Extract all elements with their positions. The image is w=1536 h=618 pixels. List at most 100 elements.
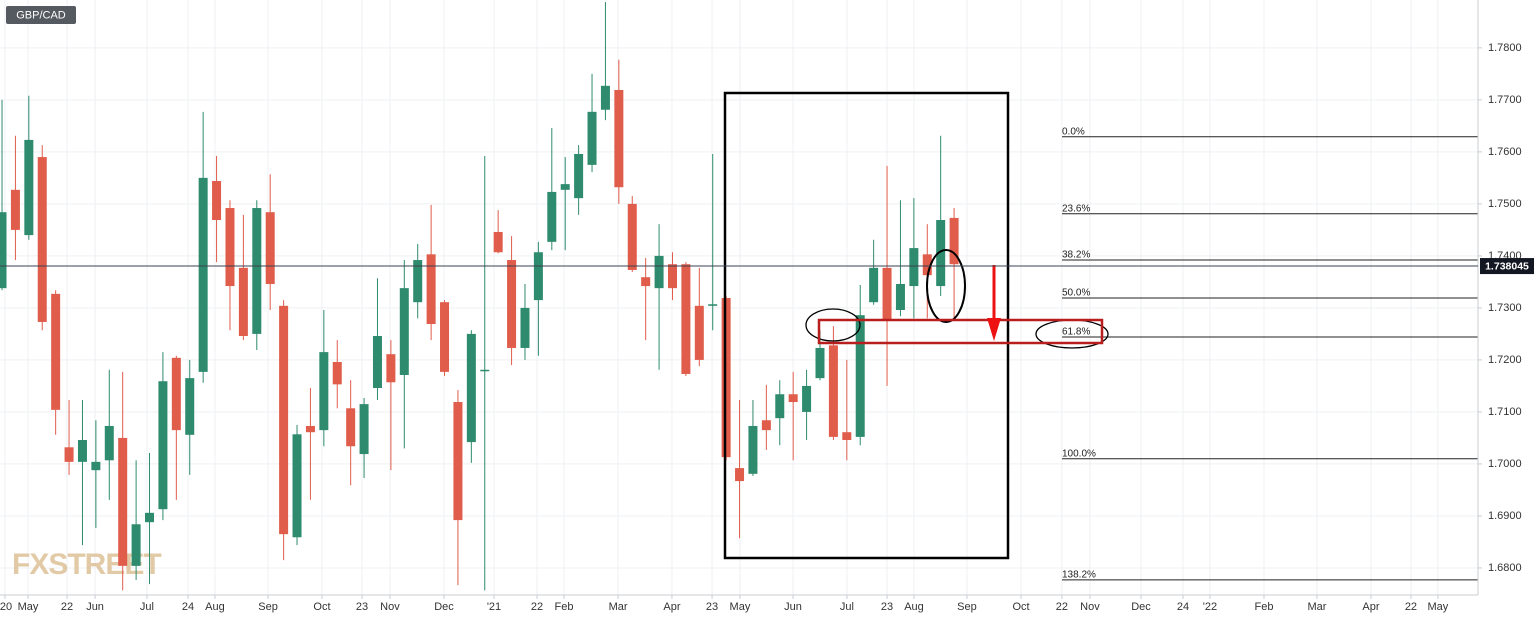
x-tick-label: Mar — [609, 601, 628, 613]
candle-body — [0, 212, 7, 289]
candle-body — [225, 208, 235, 287]
fib-level-label: 50.0% — [1062, 288, 1090, 299]
candle-body — [118, 437, 128, 566]
candle-body — [614, 89, 624, 188]
candle-body — [265, 212, 275, 284]
candle-body — [10, 189, 20, 230]
x-tick-label: '20 — [0, 601, 12, 613]
x-tick-label: Apr — [663, 601, 680, 613]
candle-body — [815, 347, 825, 379]
x-tick-label: May — [1428, 601, 1449, 613]
candle-body — [587, 111, 597, 165]
candle-body — [332, 361, 342, 385]
x-tick-label: '21 — [487, 601, 501, 613]
candle-body — [802, 385, 812, 412]
y-tick-label: 1.7200 — [1488, 354, 1522, 366]
y-tick-label: 1.7500 — [1488, 198, 1522, 210]
candle-body — [91, 461, 101, 471]
candle-body — [104, 425, 114, 461]
x-tick-label: 22 — [61, 601, 73, 613]
fib-level-label: 0.0% — [1062, 126, 1085, 137]
candles — [0, 2, 959, 591]
x-tick-label: 22 — [1056, 601, 1068, 613]
candle-body — [775, 394, 785, 419]
candle-body — [855, 315, 865, 437]
x-tick-label: 22 — [531, 601, 543, 613]
annotation-ellipse — [805, 308, 861, 342]
candle-body — [493, 231, 503, 253]
candle-body — [828, 345, 838, 437]
candle-body — [51, 293, 61, 410]
candle-body — [761, 420, 771, 431]
x-tick-label: 24 — [182, 601, 194, 613]
candle-body — [145, 512, 155, 523]
candle-body — [909, 248, 919, 287]
candle-body — [386, 354, 396, 383]
candle-body — [158, 381, 168, 510]
candle-body — [212, 180, 222, 221]
x-tick-label: 23 — [706, 601, 718, 613]
candle-body — [708, 304, 718, 306]
candle-body — [372, 335, 382, 388]
candle-body — [735, 468, 745, 482]
candle-body — [574, 153, 584, 199]
y-tick-label: 1.6800 — [1488, 562, 1522, 574]
candle-body — [305, 425, 315, 433]
candle-body — [547, 191, 557, 242]
axes: 1.68001.69001.70001.71001.72001.73001.74… — [0, 42, 1534, 613]
x-tick-label: Feb — [555, 601, 574, 613]
fib-level-label: 138.2% — [1062, 570, 1096, 581]
x-tick-label: Mar — [1307, 601, 1326, 613]
candle-body — [788, 394, 798, 403]
x-tick-label: Sep — [258, 601, 278, 613]
candle-body — [198, 177, 208, 372]
candle-body — [453, 402, 463, 521]
candle-body — [252, 208, 262, 334]
candle-body — [681, 264, 691, 374]
y-tick-label: 1.7600 — [1488, 146, 1522, 158]
candle-body — [895, 283, 905, 310]
candle-body — [292, 434, 302, 538]
x-tick-label: Feb — [1254, 601, 1273, 613]
fib-level-label: 38.2% — [1062, 250, 1090, 261]
candle-body — [882, 267, 892, 320]
x-tick-label: Aug — [205, 601, 225, 613]
x-tick-label: Sep — [957, 601, 977, 613]
x-tick-label: '22 — [1203, 601, 1217, 613]
candle-body — [279, 305, 289, 535]
x-tick-label: 24 — [1177, 601, 1189, 613]
candle-body — [185, 378, 195, 435]
candle-body — [641, 277, 651, 287]
annotation-arrowhead — [987, 318, 1001, 341]
symbol-badge — [6, 6, 76, 24]
annotation-zone — [817, 318, 1104, 345]
candle-body — [600, 85, 610, 110]
last-price-badge — [1480, 258, 1534, 275]
fibonacci: 0.0% 23.6% 38.2% 50.0% 61.8% 100.0% 138.2% — [1062, 126, 1478, 581]
x-tick-label: Nov — [380, 601, 400, 613]
candle-body — [466, 333, 476, 443]
x-tick-label: 23 — [881, 601, 893, 613]
x-tick-label: 23 — [356, 601, 368, 613]
candle-body — [842, 432, 852, 441]
y-tick-label: 1.7800 — [1488, 42, 1522, 54]
x-tick-label: Oct — [1012, 601, 1029, 613]
candle-body — [694, 305, 704, 360]
candle-body — [869, 267, 879, 303]
x-tick-label: Aug — [904, 601, 924, 613]
candle-body — [520, 307, 530, 348]
candle-body — [319, 352, 329, 431]
x-tick-label: Jun — [86, 601, 104, 613]
candle-body — [507, 260, 517, 348]
candle-body — [37, 157, 47, 322]
candle-body — [346, 408, 356, 447]
y-tick-label: 1.7100 — [1488, 406, 1522, 418]
candle-body — [922, 254, 932, 276]
x-tick-label: 22 — [1405, 601, 1417, 613]
candle-body — [560, 184, 570, 190]
y-tick-label: 1.7300 — [1488, 302, 1522, 314]
last-price-label: 1.738045 — [1485, 260, 1529, 272]
annotation-ellipse — [926, 249, 966, 323]
fib-level-label: 61.8% — [1062, 327, 1090, 338]
candle-body — [480, 369, 490, 372]
